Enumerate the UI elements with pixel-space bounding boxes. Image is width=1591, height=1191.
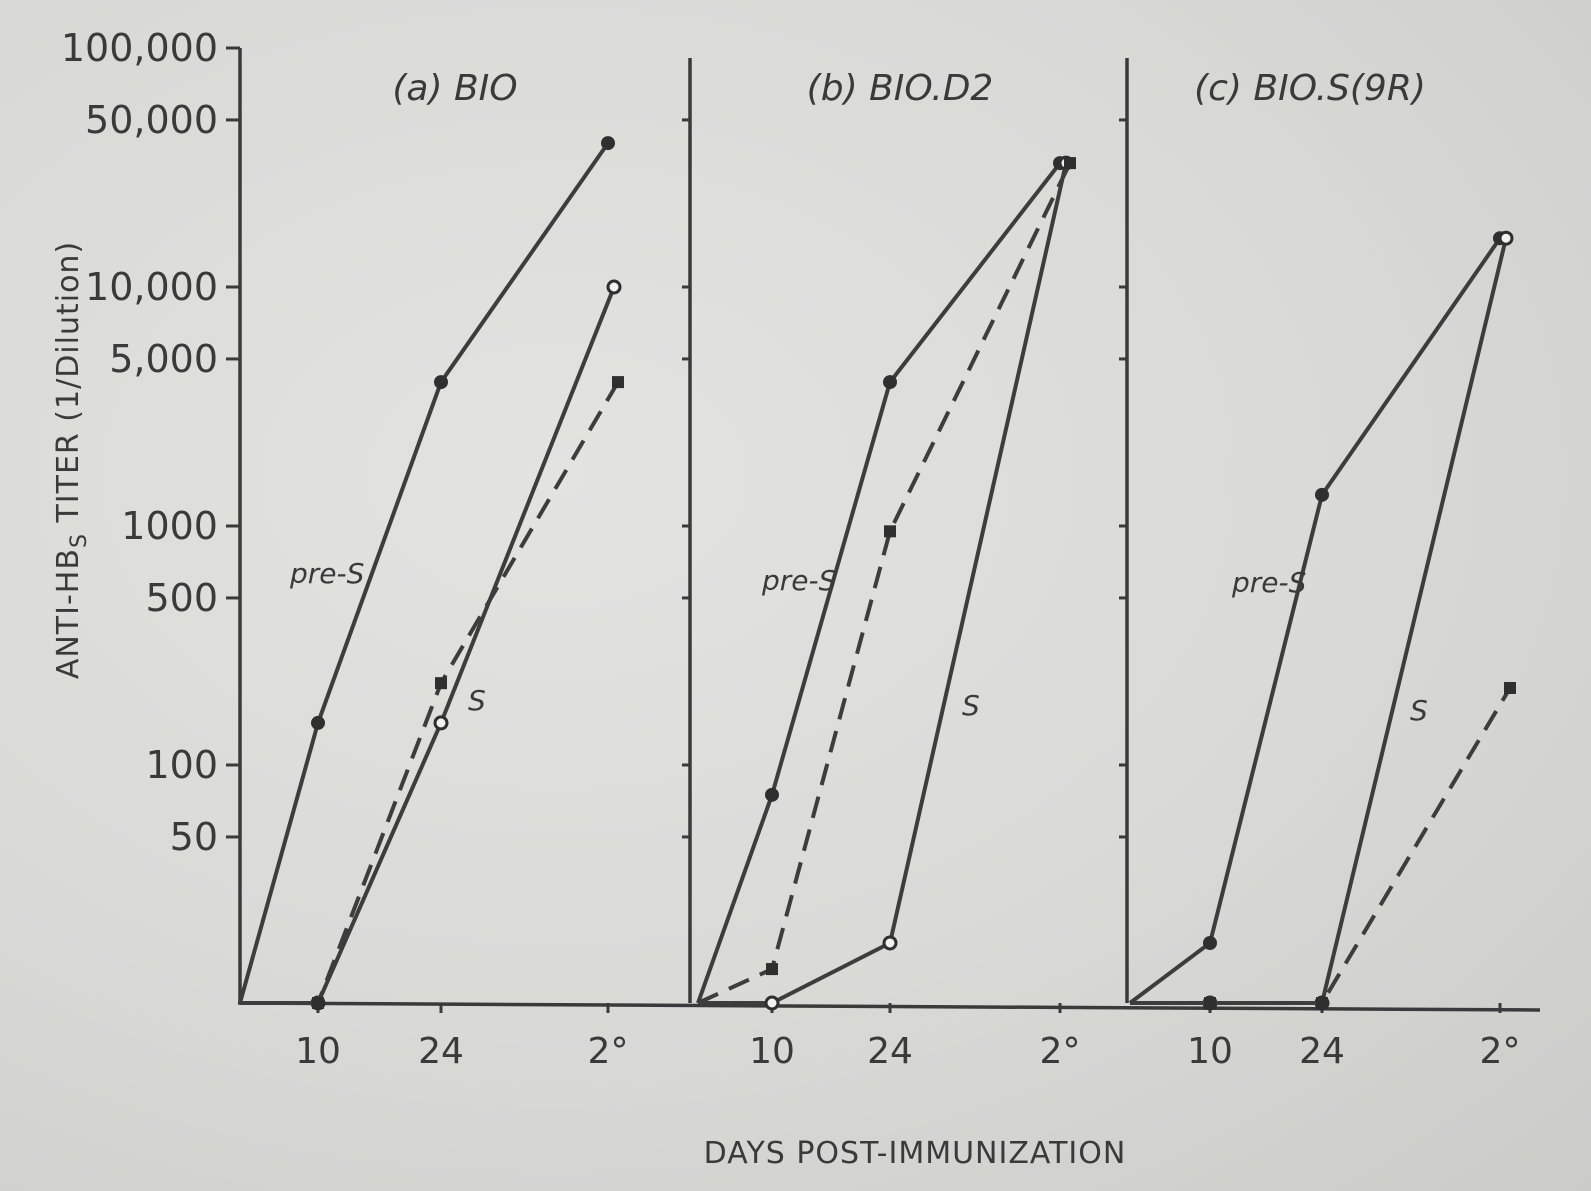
data-point-open-circle [1498, 230, 1514, 246]
data-point-filled-circle [1203, 935, 1217, 950]
x-tick-label: 2° [1040, 1031, 1081, 1072]
series-line-dashed [1130, 686, 1512, 1005]
y-tick-label: 500 [145, 576, 218, 620]
data-point-square [766, 963, 778, 976]
y-tick-label: 100 [145, 743, 218, 787]
x-tick-label: 10 [1187, 1031, 1233, 1072]
data-point-open-circle [433, 715, 449, 731]
data-point-filled-circle [1315, 487, 1329, 502]
data-point-square [1064, 157, 1076, 170]
y-axis-title-main: ANTI-HB [51, 548, 86, 679]
series-label: pre-S [289, 557, 364, 590]
y-tick-label: 5,000 [109, 337, 218, 381]
y-tick-label: 10,000 [85, 265, 218, 309]
y-tick-label: 1000 [121, 504, 218, 548]
x-tick-label: 2° [1480, 1031, 1521, 1072]
panel-title: (a) BIO [392, 68, 517, 109]
panel-title: (b) BIO.D2 [807, 68, 994, 109]
series-line-dashed [240, 381, 620, 1005]
series-line-S [1130, 237, 1508, 1005]
data-point-filled-circle [883, 375, 897, 390]
y-axis-title-rest: TITER (1/Dilution) [51, 241, 86, 533]
x-tick-label: 10 [749, 1031, 795, 1072]
x-tick-label: 10 [295, 1031, 341, 1072]
data-point-filled-circle [434, 375, 448, 390]
panel-title: (c) BIO.S(9R) [1194, 68, 1426, 109]
x-axis-title: DAYS POST-IMMUNIZATION [704, 1136, 1127, 1171]
series-line-S [240, 286, 616, 1005]
x-tick-label: 2° [588, 1031, 629, 1072]
data-point-filled-circle [311, 715, 325, 730]
series-line-pre-S [1128, 237, 1502, 1005]
data-point-square [312, 997, 324, 1009]
series-line-dashed [697, 162, 1072, 1005]
data-point-square [612, 376, 624, 389]
y-tick-label: 50 [170, 815, 218, 859]
series-line-pre-S [696, 161, 1062, 1004]
data-point-open-circle [764, 995, 780, 1011]
series-line-pre-S [238, 141, 610, 1004]
series-label: pre-S [1231, 566, 1306, 599]
x-tick-label: 24 [867, 1031, 913, 1072]
y-tick-label: 100,000 [61, 26, 218, 70]
y-axis-title: ANTI-HBS TITER (1/Dilution) [51, 241, 92, 679]
data-point-open-circle [606, 279, 622, 295]
data-point-filled-circle [601, 136, 615, 151]
data-point-square [1204, 997, 1216, 1009]
x-tick-label: 24 [1299, 1031, 1345, 1072]
series-label: pre-S [761, 564, 836, 597]
series-label: S [962, 689, 980, 722]
y-tick-label: 50,000 [85, 98, 218, 142]
data-point-square [1316, 997, 1328, 1009]
data-point-filled-circle [765, 787, 779, 802]
series-label: S [1410, 694, 1428, 727]
series-line-S [698, 162, 1068, 1005]
data-point-square [435, 677, 447, 690]
x-tick-label: 24 [418, 1031, 464, 1072]
data-point-square [1504, 681, 1516, 694]
data-point-open-circle [882, 935, 898, 951]
series-label: S [468, 684, 486, 717]
data-point-square [884, 525, 896, 538]
y-axis-title-sub: S [67, 533, 92, 548]
